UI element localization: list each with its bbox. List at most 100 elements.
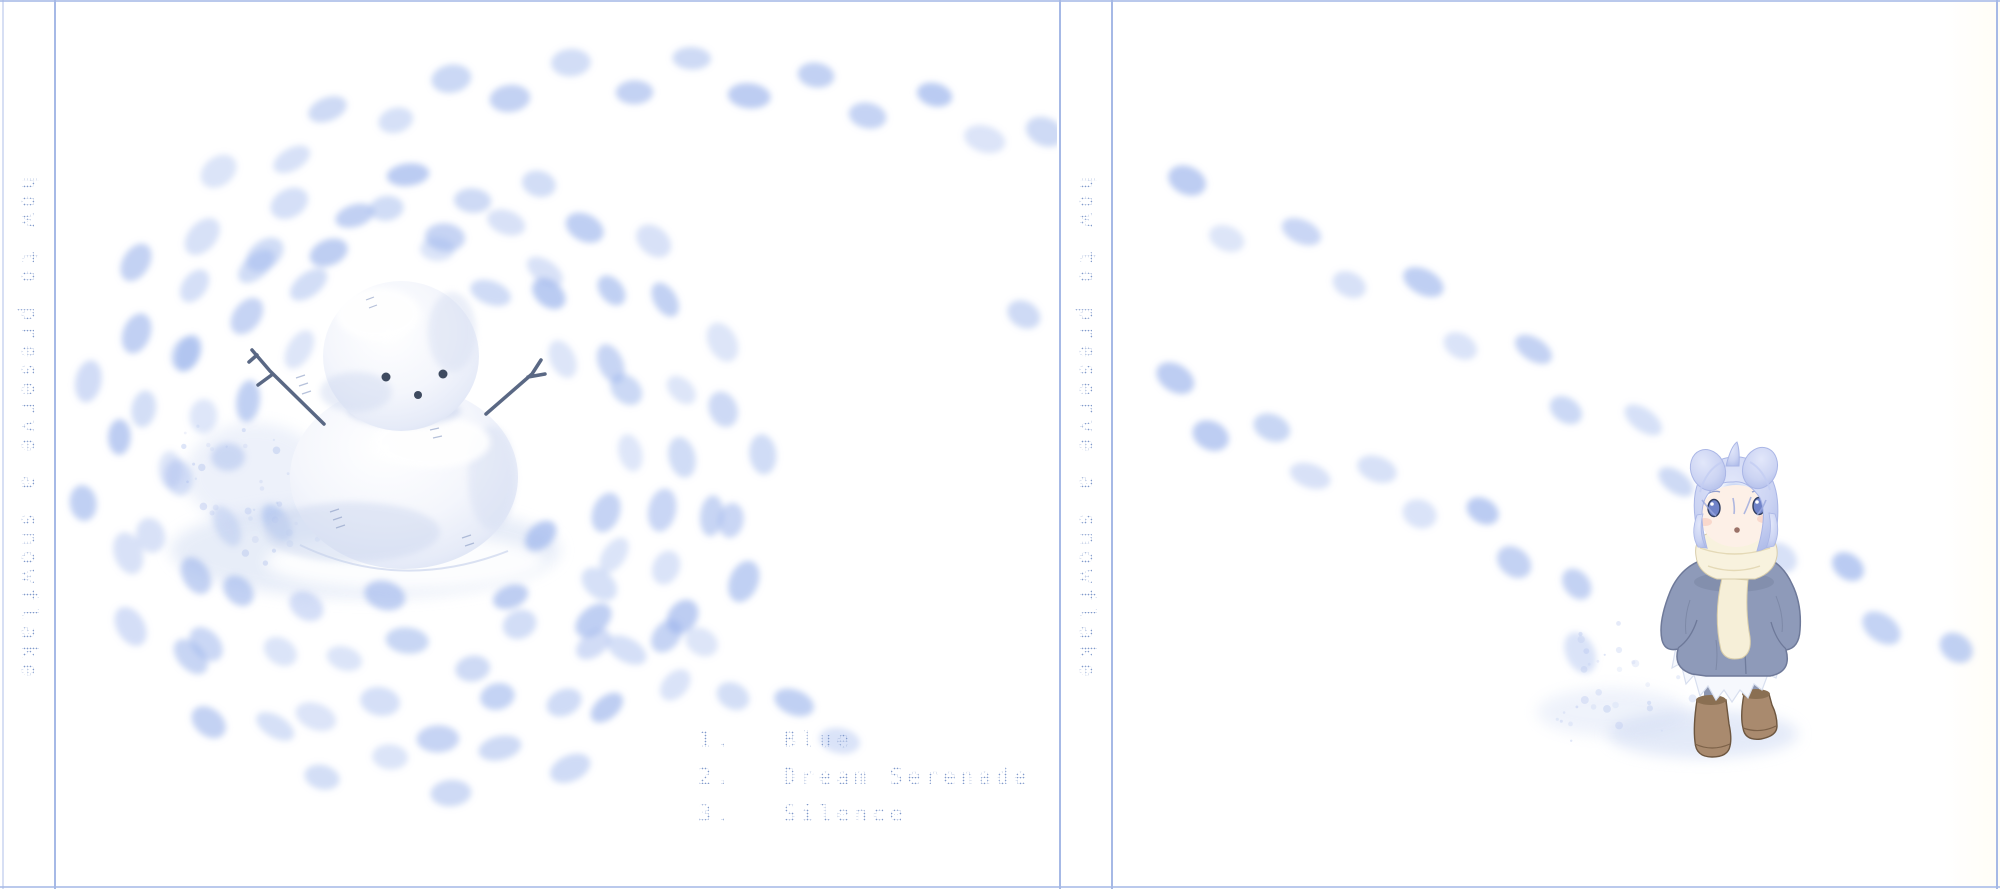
snow-speck — [1596, 659, 1600, 663]
snow-speck — [1568, 721, 1573, 727]
snow-speck — [194, 477, 198, 480]
track-title: Silence — [783, 802, 908, 827]
footprint — [576, 628, 611, 660]
footprint — [1402, 499, 1437, 529]
footprint — [179, 269, 210, 303]
snow-speck — [1580, 666, 1588, 673]
track-title: Blue — [783, 728, 854, 753]
girl-head — [1689, 441, 1779, 552]
snow-speck — [1612, 701, 1619, 709]
footprint — [158, 451, 183, 489]
footprint — [455, 655, 491, 682]
footprint — [416, 725, 460, 753]
footprint — [596, 344, 625, 383]
footprint-trails-back — [69, 46, 1057, 807]
tracklist: 1. Blue 2. Dream Serenade 3. Silence — [698, 722, 1031, 833]
snow-speck — [252, 508, 256, 511]
footprint — [453, 188, 492, 213]
footprint — [581, 567, 618, 601]
track-row: 1. Blue — [698, 722, 1031, 759]
footprint — [1357, 455, 1397, 484]
front-spine-title: how to preserve a snowflake — [1074, 176, 1099, 683]
footprint — [121, 313, 152, 354]
footprint — [180, 557, 212, 595]
footprint — [615, 80, 654, 105]
footprint — [1289, 462, 1331, 490]
snow-texture-hatches — [295, 296, 475, 547]
snow-speck — [272, 438, 275, 441]
snow-speck — [1615, 646, 1623, 654]
snow-speck — [1577, 635, 1585, 644]
footprint — [575, 603, 612, 638]
footprint — [699, 495, 724, 537]
footprint — [173, 639, 208, 675]
back-spine-title: how to preserve a snowflake — [16, 176, 41, 683]
snow-speck — [243, 443, 248, 449]
footprint — [326, 645, 363, 672]
footprint — [189, 398, 218, 434]
girl-character — [1537, 441, 1802, 758]
footprint — [1514, 334, 1553, 364]
girl-hair — [1689, 441, 1779, 552]
footprint — [666, 599, 699, 634]
footprint — [1281, 217, 1322, 246]
footprint — [521, 170, 556, 198]
snow-speck — [183, 431, 187, 435]
snowman — [247, 281, 547, 572]
footprint — [69, 485, 97, 521]
footprint — [617, 434, 643, 472]
footprint — [1332, 271, 1366, 299]
back-cover-panel — [0, 0, 1060, 889]
snow-speck — [241, 428, 246, 433]
footprint — [797, 62, 835, 88]
footprint — [848, 102, 887, 129]
footprint — [493, 584, 529, 610]
footprint — [270, 187, 309, 220]
footprint — [364, 580, 406, 611]
snow-speck — [199, 502, 208, 511]
snow-speck — [1645, 682, 1651, 688]
footprint — [660, 669, 691, 701]
footprint — [289, 591, 324, 622]
track-row: 2. Dream Serenade — [698, 759, 1031, 796]
footprint — [335, 203, 375, 228]
snow-speck — [181, 443, 187, 450]
snow-speck — [1660, 729, 1663, 732]
footprint — [1007, 300, 1041, 329]
snow-speck — [206, 442, 211, 448]
footprint — [1209, 224, 1245, 253]
footprint-trails-front — [1156, 165, 1973, 674]
footprint — [706, 322, 739, 362]
back-cover-scene — [69, 46, 1057, 807]
footprint — [1862, 611, 1901, 645]
snow-speck — [271, 548, 277, 553]
snow-speck — [1583, 648, 1590, 654]
footprint — [525, 520, 557, 551]
footprint — [1443, 332, 1478, 360]
footprint — [273, 145, 311, 174]
footprint — [295, 702, 337, 732]
snow-speck — [259, 486, 265, 491]
footprint — [378, 107, 414, 134]
footprint — [1496, 546, 1532, 579]
footprint — [1939, 632, 1973, 663]
footprint — [470, 279, 511, 306]
footprint — [114, 606, 147, 646]
footprint — [548, 340, 577, 379]
footprint — [284, 330, 315, 369]
footprint — [1025, 116, 1057, 147]
footprint — [1624, 404, 1662, 436]
snow-speck — [259, 479, 263, 484]
snow-speck — [1603, 705, 1611, 713]
snow-speck — [1559, 719, 1563, 723]
footprint — [200, 154, 237, 189]
snow-speck — [276, 501, 283, 507]
snow-speck — [1676, 675, 1681, 680]
snow-speck — [1615, 721, 1623, 730]
footprint — [728, 560, 760, 603]
front-cover-scene — [1156, 165, 1973, 758]
footprint — [289, 268, 328, 301]
footprint — [550, 753, 591, 783]
snow-speck — [251, 536, 259, 543]
